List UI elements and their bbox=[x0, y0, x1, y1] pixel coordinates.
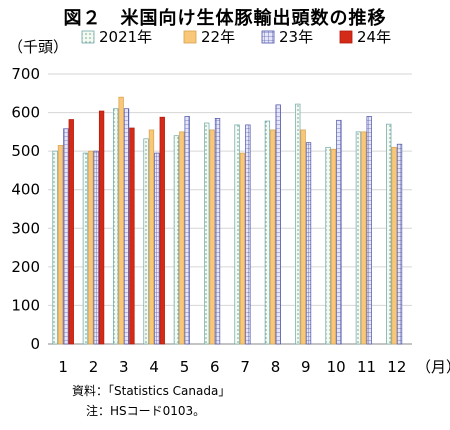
chart-title: 図２ 米国向け生体豚輸出頭数の推移 bbox=[63, 8, 387, 29]
bar-2021年-8 bbox=[264, 120, 271, 345]
bar-2021年-5 bbox=[173, 135, 180, 345]
legend-label: 2021年 bbox=[99, 28, 152, 46]
x-tick-label: 2 bbox=[89, 358, 99, 376]
x-tick-label: 3 bbox=[119, 358, 129, 376]
y-tick-label: 400 bbox=[11, 181, 40, 199]
bar-23年-10 bbox=[336, 119, 342, 345]
bar-24年-3 bbox=[129, 127, 135, 345]
bars bbox=[52, 96, 403, 345]
gridlines bbox=[48, 73, 412, 345]
bar-22年-4 bbox=[148, 129, 155, 345]
bar-24年-1 bbox=[68, 119, 74, 345]
bar-23年-5 bbox=[184, 116, 190, 345]
x-tick-label: 8 bbox=[271, 358, 281, 376]
x-tick-label: 10 bbox=[327, 358, 346, 376]
bar-22年-10 bbox=[330, 148, 337, 345]
bar-22年-6 bbox=[209, 129, 215, 345]
footnote: 注：HSコード0103。 bbox=[86, 404, 206, 418]
y-tick-label: 0 bbox=[30, 335, 40, 353]
bar-2021年-7 bbox=[234, 124, 240, 345]
y-tick-label: 700 bbox=[11, 65, 40, 83]
bar-22年-3 bbox=[118, 96, 124, 345]
bar-23年-2 bbox=[93, 150, 99, 345]
bar-2021年-3 bbox=[113, 108, 119, 345]
bar-2021年-2 bbox=[82, 152, 89, 345]
bar-24年-2 bbox=[98, 110, 105, 345]
bar-2021年-4 bbox=[143, 138, 149, 345]
bar-23年-11 bbox=[366, 116, 372, 345]
x-tick-label: 4 bbox=[149, 358, 159, 376]
y-tick-label: 200 bbox=[11, 258, 40, 276]
bar-2021年-12 bbox=[386, 123, 392, 345]
legend-label: 24年 bbox=[357, 28, 391, 46]
source-note: 資料：「Statistics Canada」 bbox=[72, 384, 231, 398]
bar-24年-4 bbox=[159, 116, 165, 345]
x-tick-label: 5 bbox=[180, 358, 190, 376]
bar-22年-9 bbox=[300, 129, 306, 345]
bar-22年-5 bbox=[179, 131, 185, 345]
legend-swatch bbox=[183, 30, 197, 44]
legend-label: 23年 bbox=[279, 28, 313, 46]
x-tick-label: 9 bbox=[301, 358, 311, 376]
bar-2021年-9 bbox=[295, 103, 301, 345]
y-tick-label: 100 bbox=[11, 296, 40, 314]
bar-22年-8 bbox=[270, 129, 276, 345]
x-tick-label: 1 bbox=[58, 358, 68, 376]
bar-23年-7 bbox=[245, 124, 251, 345]
legend-swatch bbox=[261, 30, 275, 44]
y-tick-label: 600 bbox=[11, 104, 40, 122]
x-tick-label: 6 bbox=[210, 358, 220, 376]
y-tick-label: 500 bbox=[11, 142, 40, 160]
bar-22年-2 bbox=[88, 150, 94, 345]
bar-2021年-6 bbox=[204, 122, 210, 345]
bar-23年-8 bbox=[275, 104, 281, 345]
legend: 2021年 22年 23年 24年 bbox=[81, 28, 391, 46]
bar-23年-4 bbox=[154, 152, 160, 345]
bar-22年-11 bbox=[361, 131, 367, 345]
x-axis-label: （月） bbox=[416, 358, 450, 376]
x-tick-label: 11 bbox=[357, 358, 376, 376]
legend-label: 22年 bbox=[201, 28, 235, 46]
x-tick-label: 7 bbox=[240, 358, 250, 376]
bar-23年-9 bbox=[305, 142, 312, 345]
bar-2021年-10 bbox=[325, 146, 331, 345]
bar-23年-1 bbox=[63, 128, 69, 345]
x-tick-label: 12 bbox=[387, 358, 406, 376]
bar-22年-1 bbox=[57, 145, 64, 345]
bar-2021年-1 bbox=[52, 150, 58, 345]
legend-swatch bbox=[81, 30, 95, 44]
bar-22年-7 bbox=[239, 152, 246, 345]
bar-2021年-11 bbox=[355, 131, 362, 345]
bar-23年-6 bbox=[214, 118, 221, 345]
legend-swatch bbox=[339, 30, 353, 44]
y-axis-label: （千頭） bbox=[8, 38, 68, 56]
bar-23年-12 bbox=[396, 143, 403, 345]
bar-22年-12 bbox=[391, 146, 397, 345]
y-tick-label: 300 bbox=[11, 219, 40, 237]
bar-23年-3 bbox=[123, 108, 130, 345]
